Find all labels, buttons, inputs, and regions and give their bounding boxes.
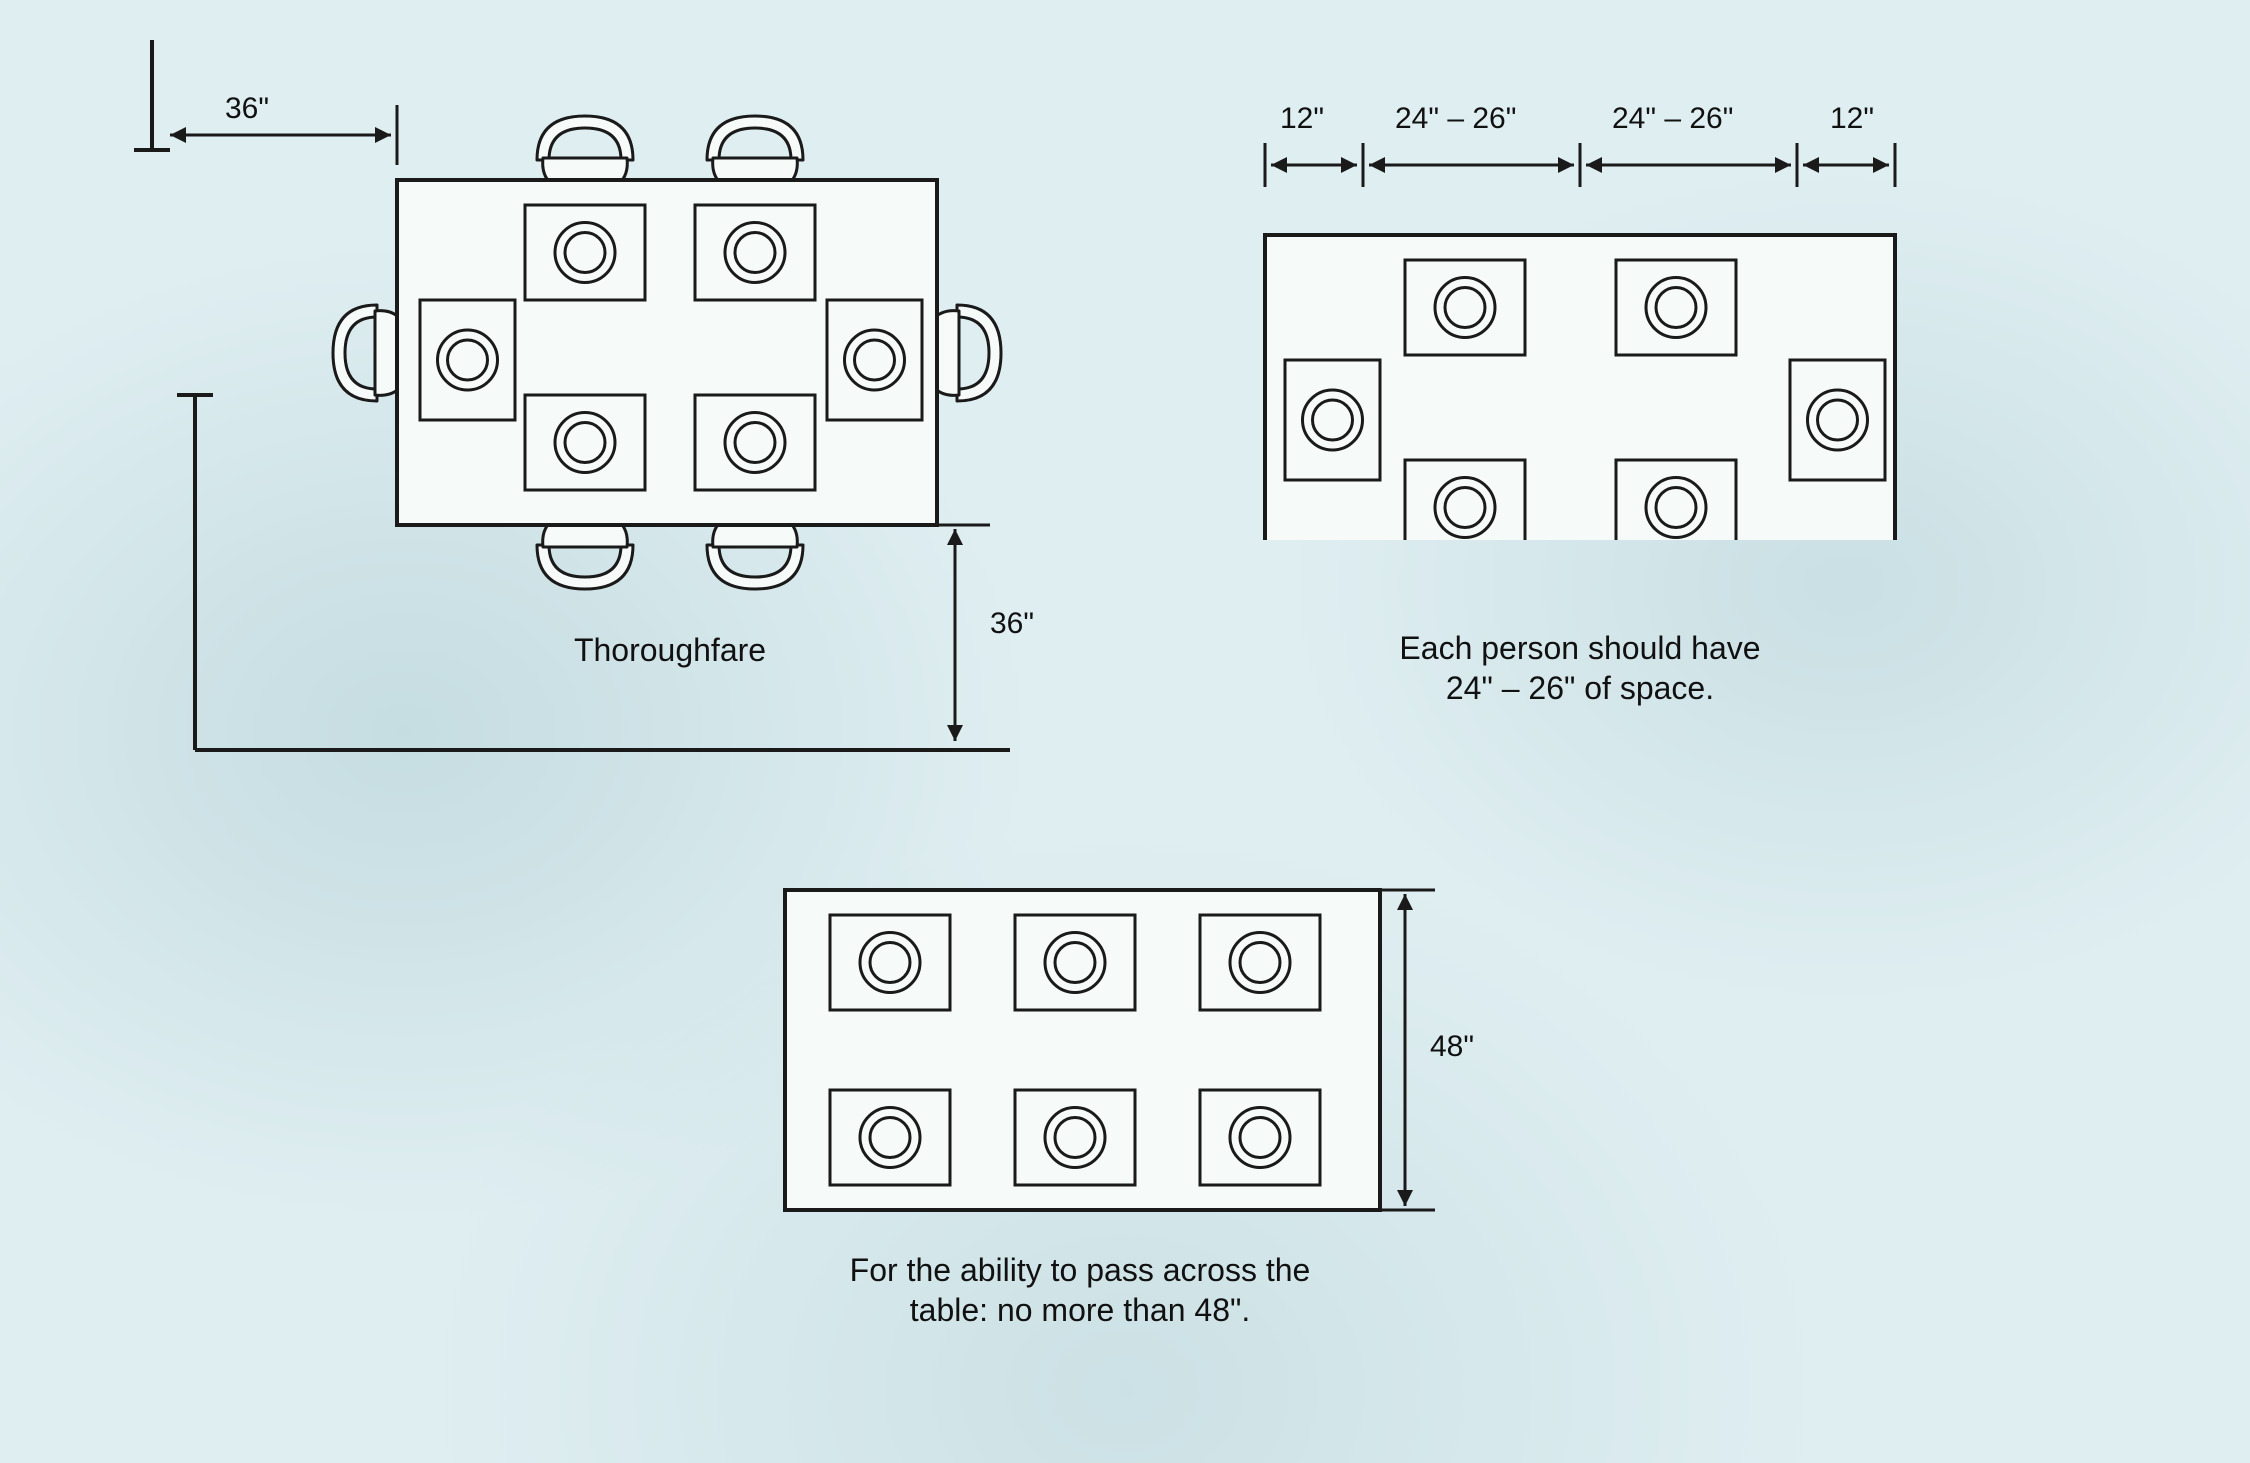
dim-36-top: 36"	[225, 90, 269, 128]
dim-24-26-a: 24" – 26"	[1395, 100, 1516, 138]
dim-12-left: 12"	[1280, 100, 1324, 138]
caption-thoroughfare: Thoroughfare	[400, 630, 940, 670]
caption-spacing: Each person should have 24" – 26" of spa…	[1265, 628, 1895, 708]
diagram-spacing	[1200, 70, 1950, 540]
dim-48: 48"	[1430, 1028, 1474, 1066]
dim-36-right: 36"	[990, 605, 1034, 643]
diagram-width48	[740, 860, 1500, 1240]
caption-width48: For the ability to pass across the table…	[765, 1250, 1395, 1330]
dim-12-right: 12"	[1830, 100, 1874, 138]
diagram-thoroughfare	[0, 0, 1100, 800]
dim-24-26-b: 24" – 26"	[1612, 100, 1733, 138]
